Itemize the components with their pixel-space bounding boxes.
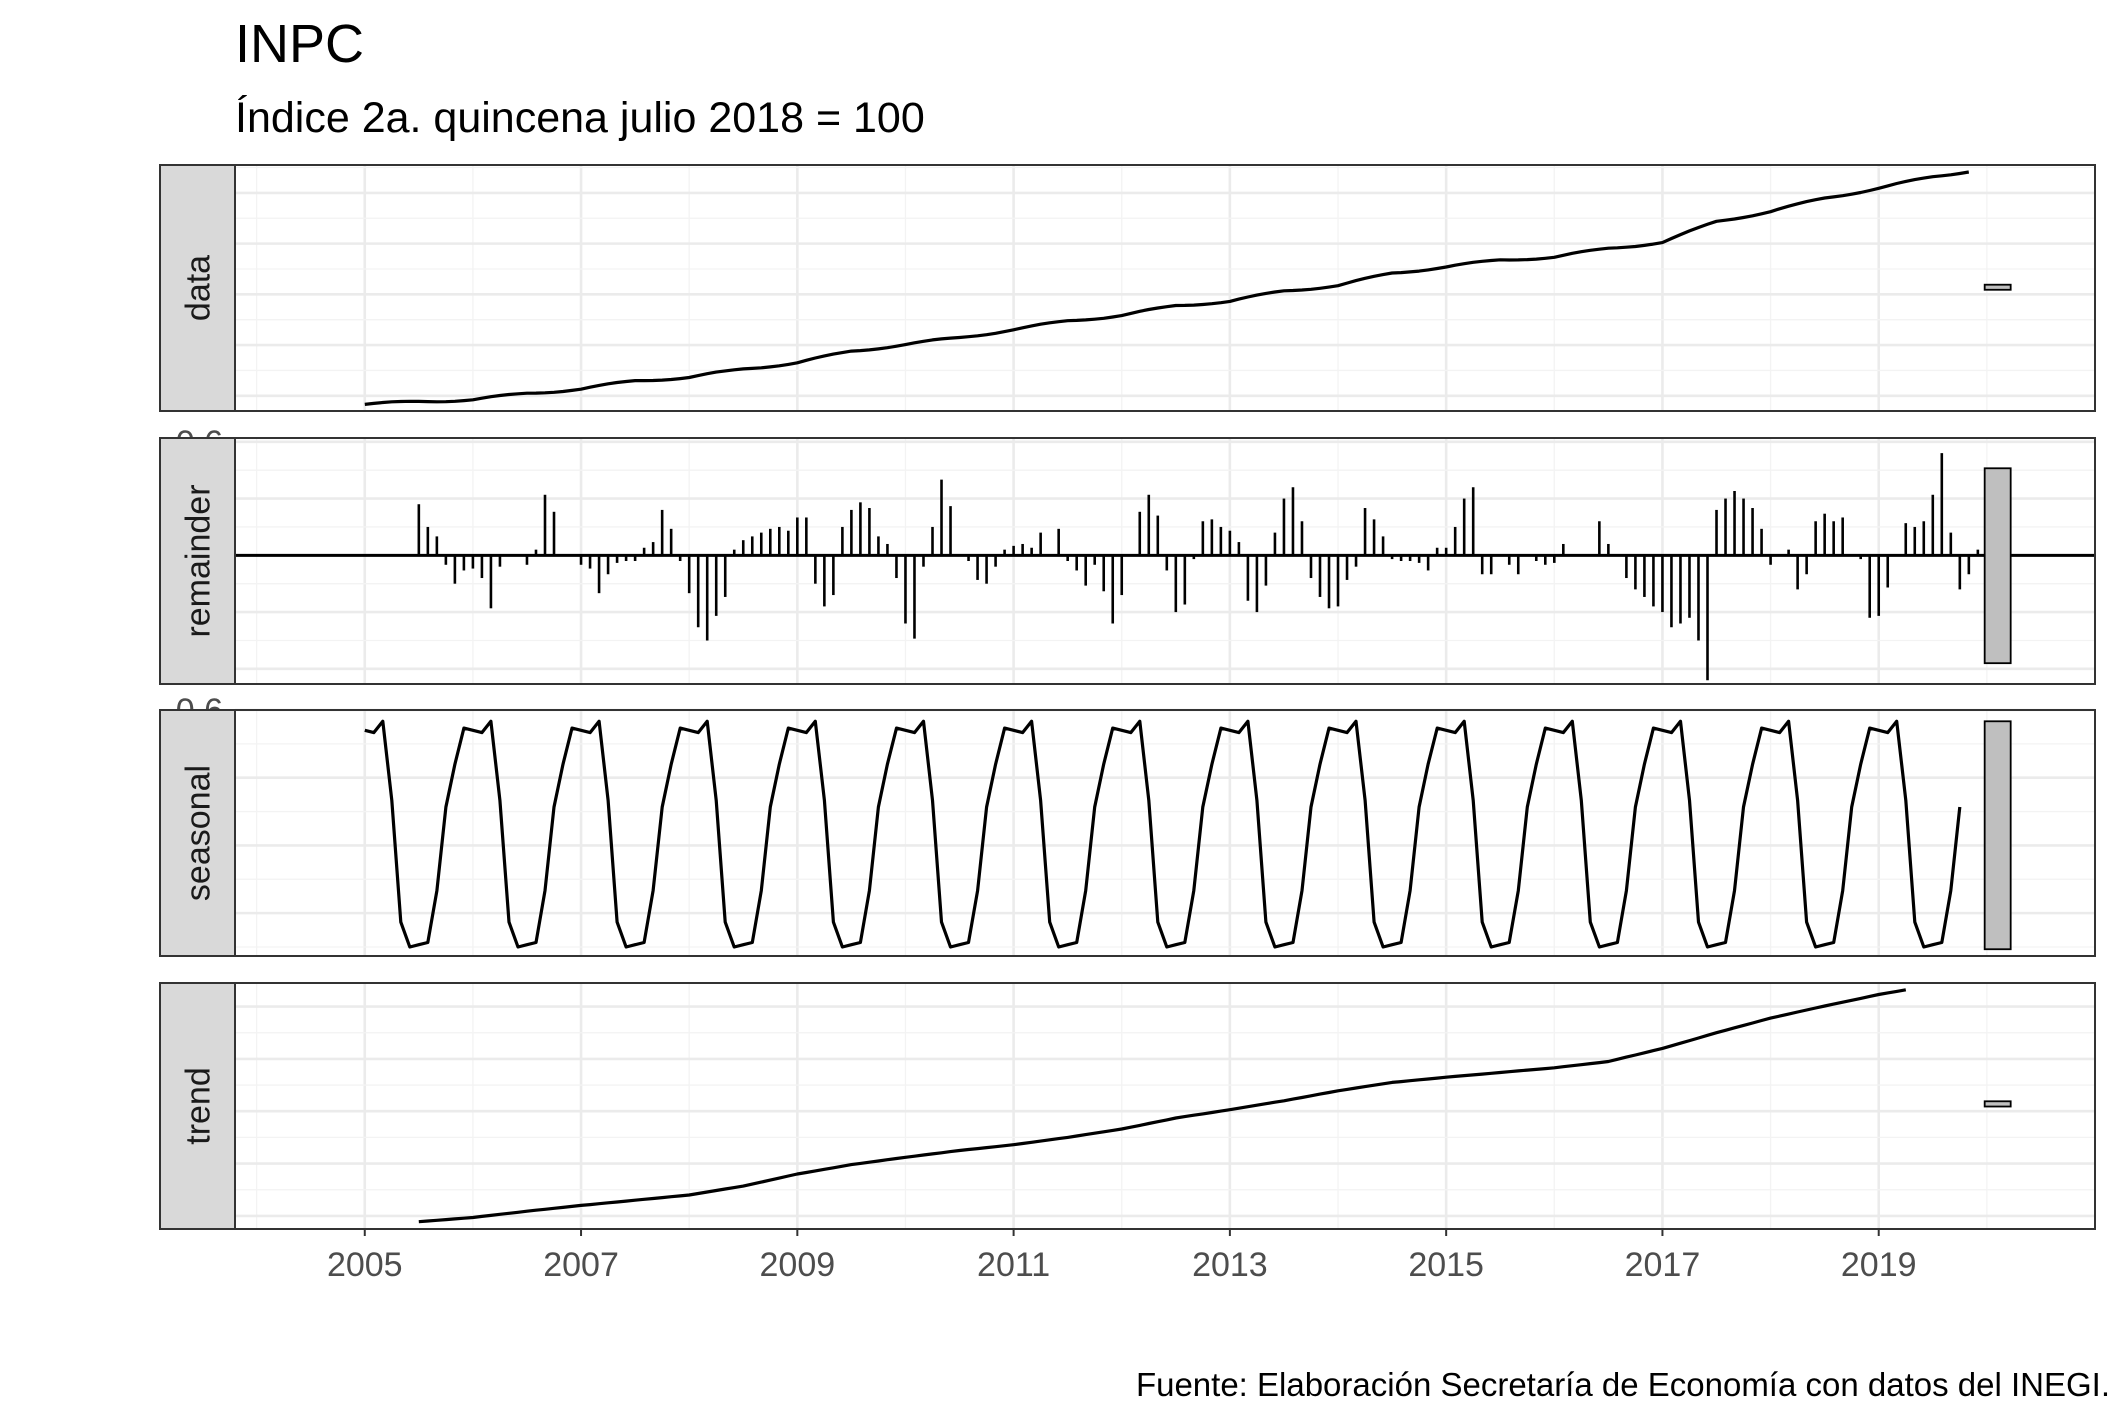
- strip-label: trend: [180, 1067, 218, 1145]
- seasonal-line: [364, 719, 1962, 949]
- panel-border: [234, 437, 2096, 685]
- panels-group: 60708090100data-0.6-0.30.00.30.6remainde…: [159, 164, 2096, 1236]
- strip-label: seasonal: [180, 765, 218, 901]
- strip-trend: [159, 982, 236, 1230]
- strip-data: [159, 164, 236, 412]
- x-tick-label: 2013: [1192, 1246, 1268, 1284]
- scale-bar: [1983, 1100, 2012, 1108]
- strip-remainder: [159, 437, 236, 685]
- x-tick-label: 2007: [543, 1246, 619, 1284]
- strip-label: remainder: [180, 484, 218, 637]
- panel-border: [234, 709, 2096, 957]
- strip-seasonal: [159, 709, 236, 957]
- chart-title: INPC: [235, 14, 364, 74]
- panel-border: [234, 982, 2096, 1230]
- x-tick-label: 2005: [327, 1246, 403, 1284]
- chart-caption: Fuente: Elaboración Secretaría de Econom…: [1136, 1366, 2110, 1403]
- scale-bar: [1983, 467, 2012, 665]
- panel-seasonal: -0.30.00.30.6seasonal: [159, 692, 2096, 957]
- scale-bar: [1983, 720, 2012, 951]
- scale-bar: [1983, 283, 2012, 291]
- trend-line: [418, 988, 1907, 1224]
- panel-remainder: -0.6-0.30.00.30.6remainder: [159, 424, 2096, 689]
- strip-label: data: [180, 255, 218, 321]
- panel-trend: 60708090100trend: [159, 982, 2096, 1236]
- x-tick-label: 2009: [760, 1246, 836, 1284]
- data-line: [364, 170, 1970, 406]
- panel-border: [234, 164, 2096, 412]
- x-tick-label: 2011: [977, 1246, 1050, 1284]
- x-axis: 2005 2007 2009 2011 2013 2015 2017 2019: [327, 1229, 1917, 1284]
- x-tick-label: 2017: [1625, 1246, 1701, 1284]
- chart-subtitle: Índice 2a. quincena julio 2018 = 100: [235, 94, 925, 142]
- panel-data: 60708090100data: [159, 164, 2096, 416]
- x-tick-label: 2015: [1408, 1246, 1484, 1284]
- x-tick-label: 2019: [1841, 1246, 1917, 1284]
